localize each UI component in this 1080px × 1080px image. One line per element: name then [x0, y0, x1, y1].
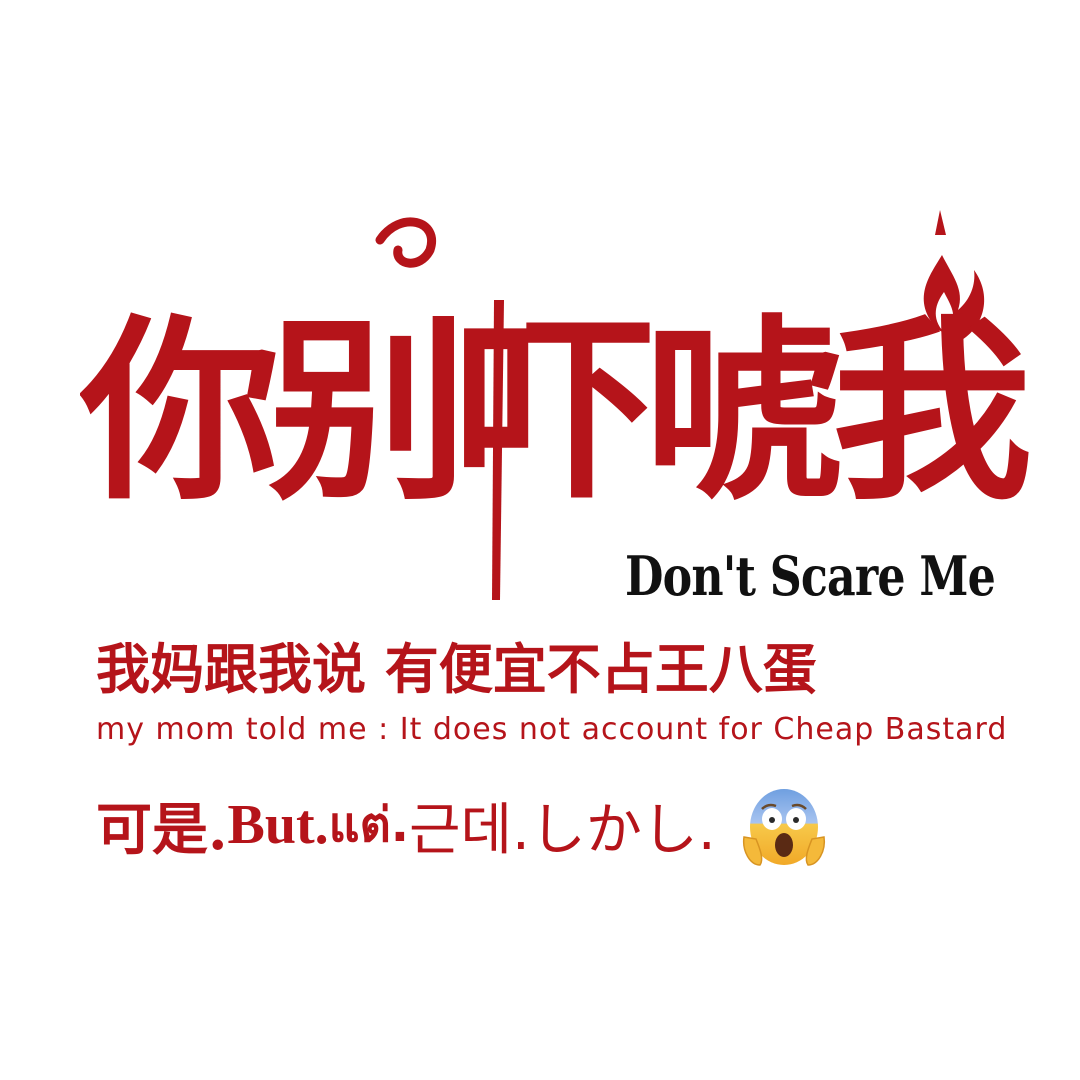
brush-stroke: [492, 300, 504, 600]
title-artwork: 你别吓唬我 Don't Scare Me: [80, 180, 1040, 620]
but-korean: 근데.: [409, 797, 530, 863]
flame-icon: [923, 210, 985, 340]
but-japanese: しかし.: [529, 797, 716, 863]
but-english: But.: [227, 794, 329, 856]
english-saying: my mom told me : It does not account for…: [96, 712, 1008, 747]
face-screaming-in-fear-icon: [738, 779, 830, 871]
title-chinese: 你别吓唬我: [80, 297, 1029, 527]
title-english: Don't Scare Me: [625, 544, 995, 608]
brush-curl: [375, 217, 437, 268]
chinese-saying: 我妈跟我说 有便宜不占王八蛋: [96, 637, 817, 701]
but-line: 可是. But. แต่. 근데. しかし.: [96, 780, 830, 870]
title-svg: 你别吓唬我 Don't Scare Me: [80, 210, 1040, 608]
but-thai: แต่.: [328, 797, 409, 853]
but-chinese: 可是.: [96, 796, 228, 863]
